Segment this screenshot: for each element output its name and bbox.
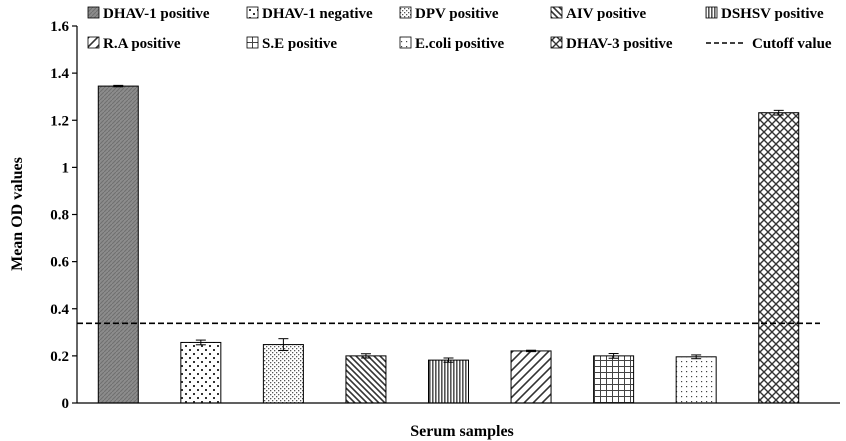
- y-axis-title: Mean OD values: [9, 157, 26, 271]
- legend-swatch: [87, 6, 100, 19]
- y-tick-label: 1: [62, 160, 70, 176]
- bar-3: [262, 344, 304, 404]
- legend-label: DHAV-1 negative: [262, 6, 373, 22]
- legend-label: DHAV-1 positive: [103, 6, 210, 22]
- bar-5: [428, 359, 469, 404]
- bar-8: [675, 356, 717, 404]
- legend-swatch: [550, 6, 563, 19]
- y-tick-label: 0: [62, 396, 70, 412]
- legend-swatch: [550, 36, 563, 49]
- y-tick-label: 0.6: [50, 255, 69, 271]
- legend-label: AIV positive: [566, 6, 646, 22]
- legend-label: R.A positive: [103, 36, 181, 52]
- legend-swatch: [246, 36, 259, 49]
- y-axis: 0 0.2 0.4 0.6 0.8 1 1.2 1.4 1.6: [50, 19, 78, 412]
- legend: DHAV-1 positive DHAV-1 negative DPV positi…: [87, 6, 832, 52]
- legend-swatch: [399, 6, 412, 19]
- legend-swatch: [399, 36, 412, 49]
- y-tick-label: 0.8: [50, 208, 69, 224]
- bar-4: [345, 355, 387, 404]
- y-tick-label: 0.4: [50, 302, 69, 318]
- bars: [97, 84, 800, 404]
- bar-7: [593, 355, 635, 404]
- legend-label: Cutoff value: [752, 36, 832, 52]
- y-tick-label: 1.4: [50, 66, 69, 82]
- legend-label: E.coli positive: [415, 36, 505, 52]
- y-tick-label: 0.2: [50, 349, 69, 365]
- legend-label: DHAV-3 positive: [566, 36, 673, 52]
- bar-9: [758, 112, 800, 404]
- y-tick-label: 1.2: [50, 113, 69, 129]
- legend-label: DSHSV positive: [721, 6, 824, 22]
- legend-swatch: [87, 36, 100, 49]
- bar-2: [180, 341, 222, 404]
- x-axis-title: Serum samples: [410, 423, 514, 440]
- legend-label: DPV positive: [415, 6, 499, 22]
- legend-swatch: [246, 6, 259, 19]
- bar-6: [510, 350, 552, 404]
- legend-label: S.E positive: [262, 36, 337, 52]
- legend-swatch: [705, 6, 718, 19]
- y-tick-label: 1.6: [50, 19, 69, 35]
- bar-1: [97, 85, 139, 404]
